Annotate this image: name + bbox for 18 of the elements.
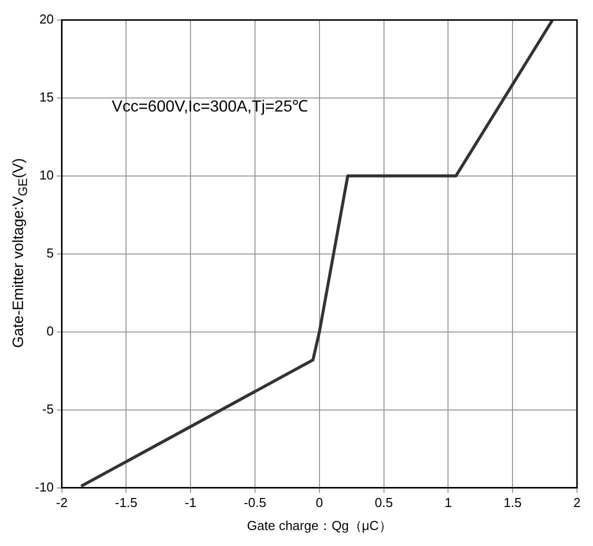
- x-tick-label: 1: [444, 495, 452, 510]
- x-tick-label: -0.5: [244, 495, 266, 510]
- y-tick-label: -10: [34, 479, 54, 494]
- y-tick-label: 0: [46, 323, 54, 338]
- y-tick-label: -5: [42, 401, 54, 416]
- y-tick-label: 10: [39, 168, 54, 183]
- x-tick-label: 0.5: [374, 495, 393, 510]
- y-tick-label: 5: [46, 245, 54, 260]
- y-tick-label: 20: [39, 12, 54, 27]
- x-tick-label: -2: [56, 495, 68, 510]
- x-tick-label: 0: [316, 495, 324, 510]
- x-axis-title: Gate charge：Qg（μC）: [247, 518, 392, 533]
- y-tick-label: 15: [39, 90, 54, 105]
- x-tick-label: -1: [184, 495, 196, 510]
- x-tick-label: 1.5: [504, 495, 522, 510]
- annotation: Vcc=600V,Ic=300A,Tj=25℃: [112, 98, 308, 116]
- x-tick-label: -1.5: [114, 495, 138, 510]
- x-tick-label: 2: [573, 495, 581, 510]
